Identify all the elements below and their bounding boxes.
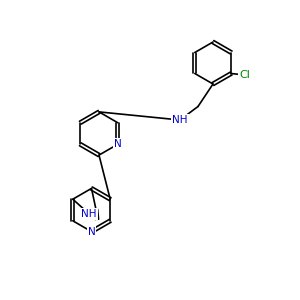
- Text: NH: NH: [81, 209, 97, 219]
- Text: N: N: [88, 226, 95, 237]
- Text: NH: NH: [172, 115, 188, 125]
- Text: Cl: Cl: [239, 70, 250, 80]
- Text: N: N: [114, 139, 122, 149]
